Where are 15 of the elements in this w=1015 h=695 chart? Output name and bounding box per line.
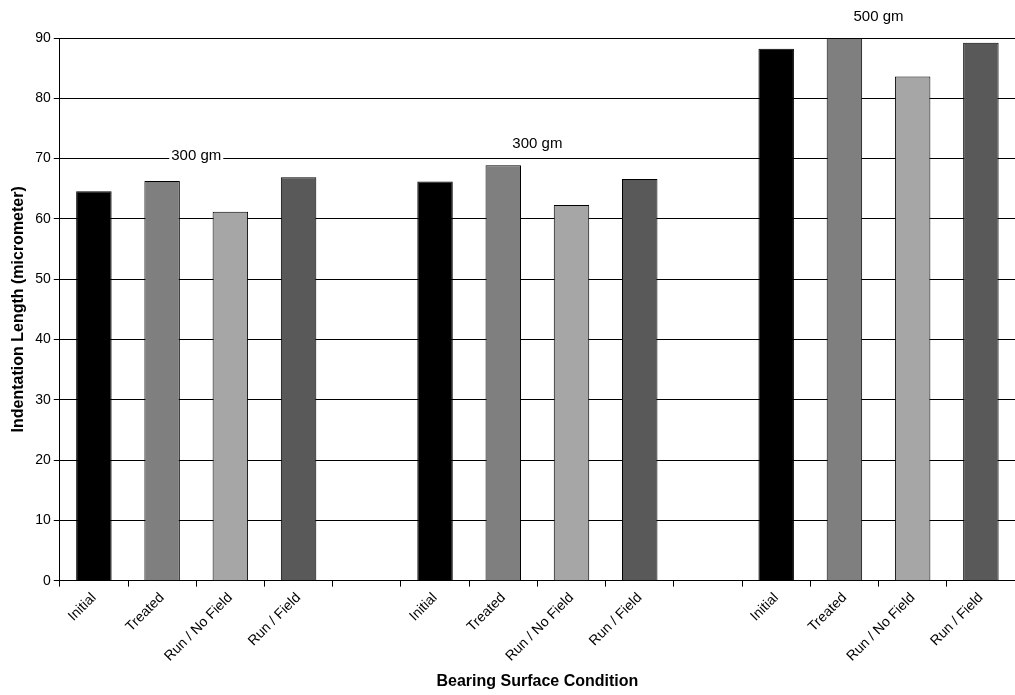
x-axis-title: Bearing Surface Condition <box>436 671 639 689</box>
y-tick-label: 30 <box>35 390 51 407</box>
y-tick-label: 50 <box>35 270 51 287</box>
y-tick-label: 20 <box>35 450 51 467</box>
y-tick-label: 10 <box>35 511 51 528</box>
y-tick-label: 60 <box>35 209 51 226</box>
annotation: 300 gm <box>512 133 563 151</box>
y-tick-label: 0 <box>42 571 51 588</box>
text: 500 gm <box>853 6 904 24</box>
y-axis-title: Indentation Length (micrometer) <box>9 186 27 433</box>
y-tick-label: 80 <box>35 89 51 106</box>
annotation: 300 gm <box>171 145 222 163</box>
y-tick-label: 40 <box>35 330 51 347</box>
y-tick-label: 90 <box>35 28 51 45</box>
y-tick-label: 70 <box>35 149 51 166</box>
